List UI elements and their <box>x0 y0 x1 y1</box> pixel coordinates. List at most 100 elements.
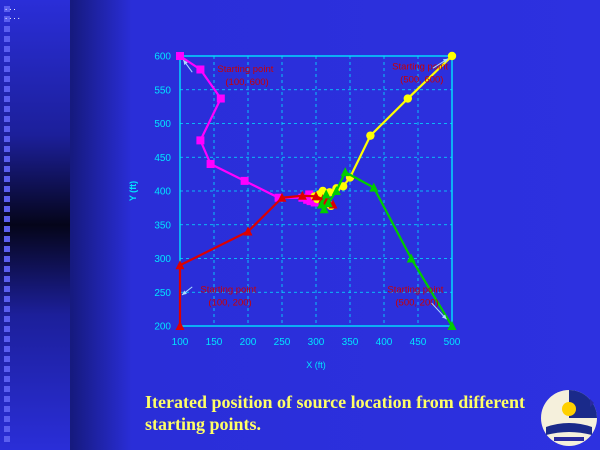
series-group <box>176 52 319 207</box>
series-group <box>316 167 457 330</box>
decorative-square <box>4 26 10 32</box>
annotation-coords: (100, 200) <box>208 297 251 308</box>
decorative-square <box>4 106 10 112</box>
data-point <box>339 182 348 191</box>
data-point <box>175 321 185 330</box>
starting-point-annotation: Starting point (500, 600) <box>392 58 449 86</box>
data-point <box>366 131 375 140</box>
slide-caption: Iterated position of source location fro… <box>145 392 525 434</box>
decorative-square <box>4 416 10 422</box>
data-point <box>175 260 185 270</box>
annotation-label: Starting point <box>387 284 443 295</box>
decorative-square <box>4 226 10 232</box>
decorative-square <box>4 96 10 102</box>
annotation-coords: (500, 200) <box>395 297 438 308</box>
x-axis-label: X (ft) <box>306 360 326 370</box>
data-point <box>331 186 341 195</box>
arrow-head <box>442 58 448 63</box>
decorative-square <box>4 66 10 72</box>
x-tick-label: 450 <box>410 337 427 348</box>
y-tick-label: 600 <box>154 52 171 63</box>
y-tick-label: 450 <box>154 153 171 164</box>
annotation-label: Starting point <box>200 284 256 295</box>
y-tick-label: 400 <box>154 187 171 198</box>
data-point <box>403 94 412 103</box>
decorative-square <box>4 276 10 282</box>
decorative-square <box>4 426 10 432</box>
data-point <box>176 52 184 60</box>
x-tick-label: 200 <box>240 337 257 348</box>
y-axis-label: Y (ft) <box>128 181 138 201</box>
y-tick-label: 250 <box>154 288 171 299</box>
annotations-layer: Starting point (100, 600) Starting point (5… <box>181 58 449 320</box>
decorative-square <box>4 236 10 242</box>
x-tick-label: 500 <box>444 337 461 348</box>
data-point <box>319 204 329 214</box>
annotation-label: Starting point <box>217 64 273 75</box>
decorative-square <box>4 176 10 182</box>
grid <box>180 56 452 326</box>
decorative-square <box>4 286 10 292</box>
x-tick-label: 150 <box>206 337 223 348</box>
data-point <box>406 253 416 263</box>
decorative-square <box>4 196 10 202</box>
y-tick-label: 300 <box>154 254 171 265</box>
decorative-square <box>4 346 10 352</box>
x-tick-label: 350 <box>342 337 359 348</box>
decorative-square <box>4 156 10 162</box>
university-seal-logo <box>541 390 597 446</box>
series-line <box>178 194 335 326</box>
decorative-square <box>4 316 10 322</box>
top-mark-1: ... <box>4 4 17 12</box>
data-point <box>274 193 283 202</box>
data-point <box>340 167 350 177</box>
data-point <box>240 176 249 185</box>
decorative-square <box>4 376 10 382</box>
top-marks: ... .... <box>4 4 21 22</box>
data-point <box>447 321 457 330</box>
data-point <box>277 192 287 202</box>
starting-point-annotation: Starting point (100, 200) <box>181 284 257 308</box>
decorative-square <box>4 406 10 412</box>
data-point <box>243 226 253 236</box>
decorative-square <box>4 306 10 312</box>
decorative-square <box>4 76 10 82</box>
data-point <box>311 191 321 201</box>
y-tick-label: 500 <box>154 119 171 130</box>
arrow-head <box>441 314 447 320</box>
decorative-square <box>4 186 10 192</box>
decorative-square <box>4 146 10 152</box>
x-tick-label: 300 <box>308 337 325 348</box>
data-point <box>310 198 319 207</box>
data-point <box>316 199 326 209</box>
decorative-square <box>4 16 10 22</box>
decorative-square <box>4 366 10 372</box>
data-point <box>297 190 307 200</box>
axes <box>179 55 453 327</box>
tick-labels: 100 150 200 250 300 350 400 450 500 200 250 300 350 4… <box>154 52 460 349</box>
decorative-square <box>4 386 10 392</box>
arrow-head <box>183 60 188 65</box>
y-tick-label: 350 <box>154 220 171 231</box>
left-decorative-strip <box>0 0 70 450</box>
data-point <box>196 65 205 74</box>
annotation-coords: (100, 600) <box>225 77 268 88</box>
plot-frame <box>179 55 453 327</box>
data-point <box>447 51 457 61</box>
data-point <box>369 182 379 192</box>
decorative-square <box>4 396 10 402</box>
decorative-square <box>4 326 10 332</box>
data-point <box>305 190 314 199</box>
data-point <box>206 160 215 168</box>
decorative-square <box>4 56 10 62</box>
x-tick-label: 250 <box>274 337 291 348</box>
y-tick-label: 550 <box>154 85 171 96</box>
data-point <box>306 197 315 206</box>
x-tick-label: 400 <box>376 337 393 348</box>
decorative-square <box>4 46 10 52</box>
decorative-square <box>4 206 10 212</box>
data-point <box>196 136 205 145</box>
decorative-square <box>4 166 10 172</box>
decorative-square <box>4 216 10 222</box>
annotation-coords: (500, 600) <box>400 75 443 86</box>
